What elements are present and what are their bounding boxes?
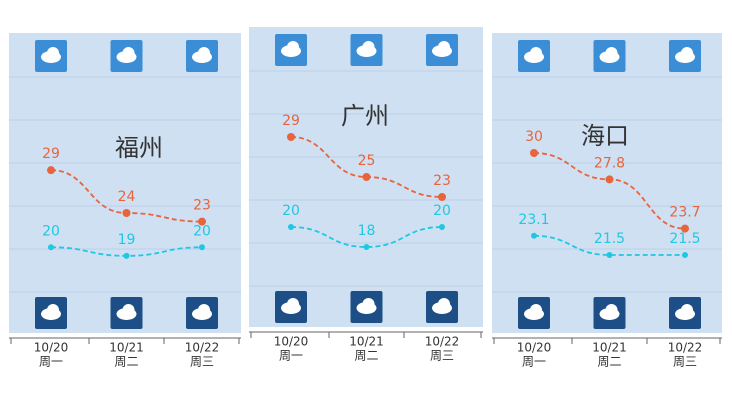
value-label: 29 (42, 146, 60, 162)
temperature-point (198, 217, 206, 226)
icon-cloud (530, 47, 542, 59)
temperature-point (681, 224, 689, 233)
weather-icon (186, 40, 218, 72)
weather-icon (186, 297, 218, 329)
temperature-point (438, 193, 446, 201)
panel (492, 33, 722, 333)
value-label: 27.8 (594, 155, 625, 171)
value-label: 21.5 (594, 231, 625, 247)
icon-cloud (122, 47, 135, 59)
temperature-line (290, 226, 443, 248)
icon-cloud (605, 47, 618, 59)
icon-cloud (438, 41, 450, 53)
temperature-point (48, 244, 54, 251)
weather-icon (426, 34, 458, 66)
value-label: 23.1 (518, 212, 549, 228)
value-label: 24 (118, 189, 136, 205)
value-label: 20 (433, 203, 451, 219)
icon-cloud (198, 47, 210, 59)
weekday-label: 周二 (354, 349, 378, 363)
weather-icon (669, 40, 701, 72)
temperature-point (47, 166, 55, 175)
panel (9, 33, 241, 333)
x-tick-label: 10/21 (349, 335, 384, 349)
icon-cloud (47, 47, 59, 59)
value-label: 25 (358, 153, 376, 169)
icon-cloud (198, 304, 210, 316)
icon-cloud (287, 298, 299, 310)
icon-cloud (681, 47, 693, 59)
weather-icon (350, 291, 383, 323)
city-title: 广州 (341, 102, 389, 130)
value-label: 23.7 (669, 205, 700, 221)
value-label: 23 (193, 198, 211, 214)
temperature-line (533, 234, 685, 256)
weather-icon (593, 40, 626, 72)
temperature-point (439, 224, 445, 230)
temperature-point (362, 173, 371, 181)
icon-cloud (287, 41, 299, 53)
temperature-point (287, 133, 295, 141)
x-tick-label: 10/20 (274, 335, 309, 349)
value-label: 21.5 (669, 231, 700, 247)
weekday-label: 周二 (597, 355, 621, 369)
weekday-label: 周三 (190, 355, 214, 369)
city-title: 福州 (115, 134, 163, 162)
temperature-point (606, 252, 613, 258)
value-label: 23 (433, 173, 451, 189)
weather-icon (110, 297, 143, 329)
icon-cloud (605, 304, 618, 316)
value-label: 29 (282, 113, 300, 129)
x-tick-label: 10/22 (668, 341, 703, 355)
x-tick-label: 10/20 (34, 341, 69, 355)
temperature-point (288, 224, 294, 230)
value-label: 18 (358, 223, 376, 239)
weather-icon (110, 40, 143, 72)
weather-icon (669, 297, 701, 329)
temperature-point (530, 149, 538, 157)
value-label: 20 (42, 223, 60, 239)
icon-cloud (362, 298, 375, 310)
x-tick-label: 10/21 (592, 341, 627, 355)
icon-cloud (122, 304, 135, 316)
icon-cloud (362, 41, 375, 53)
x-tick-label: 10/22 (425, 335, 460, 349)
temperature-point (531, 232, 537, 239)
weather-icon (35, 40, 67, 72)
weather-icon (275, 34, 307, 66)
value-label: 20 (193, 223, 211, 239)
temperature-point (122, 209, 131, 217)
weather-icon (350, 34, 383, 66)
temperature-point (605, 175, 614, 184)
weekday-label: 周三 (430, 349, 454, 363)
weather-icon (275, 291, 307, 323)
weather-icon (518, 40, 550, 72)
icon-cloud (681, 304, 693, 316)
temperature-point (123, 252, 130, 259)
weekday-label: 周一 (39, 355, 63, 369)
weekday-label: 周一 (279, 349, 303, 363)
icon-cloud (47, 304, 59, 316)
temperature-point (682, 252, 688, 258)
x-tick-label: 10/20 (517, 341, 552, 355)
weather-icon (35, 297, 67, 329)
weather-icon (426, 291, 458, 323)
weekday-label: 周三 (673, 355, 697, 369)
weather-icon (518, 297, 550, 329)
icon-cloud (438, 298, 450, 310)
icon-cloud (530, 304, 542, 316)
value-label: 20 (282, 203, 300, 219)
value-label: 30 (525, 129, 543, 145)
weekday-label: 周二 (114, 355, 138, 369)
weather-icon (593, 297, 626, 329)
city-title: 海口 (581, 122, 629, 150)
x-tick-label: 10/22 (185, 341, 220, 355)
value-label: 19 (118, 232, 136, 248)
weekday-label: 周一 (522, 355, 546, 369)
temperature-point (199, 244, 205, 251)
temperature-point (363, 244, 370, 250)
x-tick-label: 10/21 (109, 341, 144, 355)
